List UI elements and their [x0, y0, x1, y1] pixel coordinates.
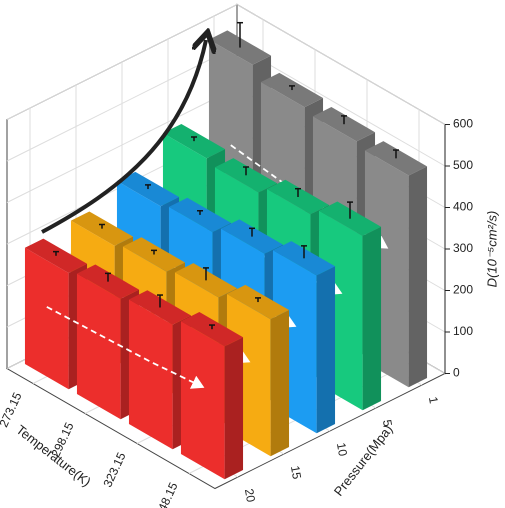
grid-line — [6, 4, 238, 120]
y-tick-label: 15 — [288, 465, 304, 481]
z-axis-title: D(10⁻⁵cm²/s) — [484, 211, 499, 288]
bar-side — [316, 266, 336, 434]
trend-arrow — [41, 40, 206, 234]
z-tick-label: 0 — [453, 366, 460, 380]
bar-side — [224, 337, 244, 480]
decoration — [41, 40, 206, 234]
z-tick-label: 400 — [453, 200, 473, 214]
x-tick-label: 348.15 — [152, 480, 180, 508]
y-tick-label: 1 — [426, 396, 441, 405]
bar-side — [408, 166, 428, 388]
bar-front — [128, 299, 173, 450]
y-tick-label: 10 — [334, 442, 350, 458]
y-tick-label: 20 — [242, 488, 258, 504]
bar-side — [362, 226, 382, 411]
bar-front — [24, 247, 69, 390]
grid-line — [236, 45, 446, 167]
y-tick-label: 5 — [380, 419, 395, 428]
bars — [24, 21, 428, 480]
y-axis-title: Pressure(Mpa) — [331, 422, 396, 499]
z-tick-label: 600 — [453, 117, 473, 131]
z-tick-label: 200 — [453, 283, 473, 297]
z-tick-label: 300 — [453, 241, 473, 255]
z-tick-label: 500 — [453, 158, 473, 172]
x-tick-label: 323.15 — [100, 450, 128, 489]
bar-side — [270, 310, 290, 457]
bar-front — [180, 321, 225, 480]
x-axis-title: Temperature(K) — [13, 422, 93, 489]
grid-line — [6, 87, 238, 203]
grid-line — [236, 4, 446, 125]
bar-front — [76, 273, 121, 420]
z-tick-label: 100 — [453, 324, 473, 338]
bar-top — [76, 264, 140, 299]
